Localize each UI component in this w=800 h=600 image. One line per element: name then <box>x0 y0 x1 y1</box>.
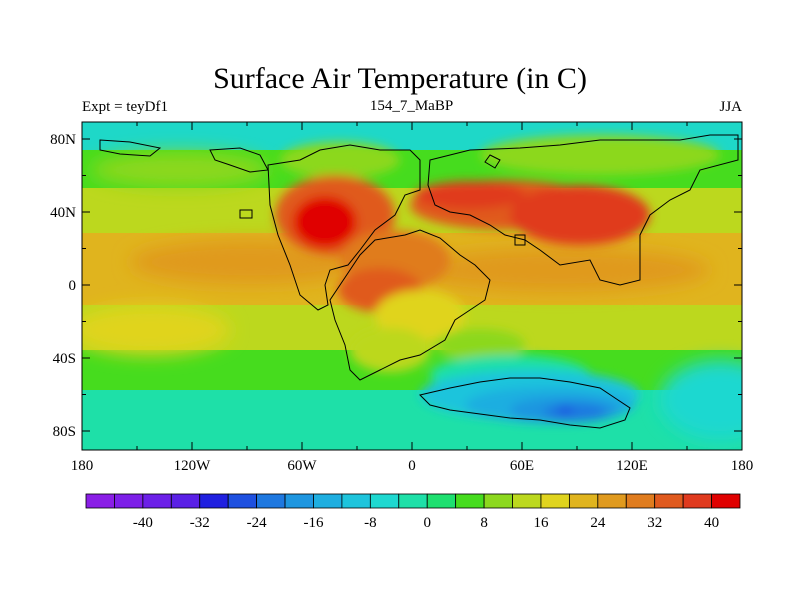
colorbar-swatch <box>199 493 229 509</box>
colorbar-label: -8 <box>364 515 377 531</box>
colorbar-label: 32 <box>647 515 662 531</box>
axis-ticks <box>81 122 743 450</box>
colorbar-label: 16 <box>533 515 549 531</box>
colorbar-swatch <box>256 493 286 509</box>
x-tick-label: 120E <box>616 458 648 474</box>
colorbar-label: 24 <box>590 515 606 531</box>
colorbar-swatch <box>625 493 656 509</box>
colorbar-swatch <box>711 493 741 509</box>
colorbar-label: 8 <box>480 515 488 531</box>
colorbar-swatch <box>483 493 513 509</box>
colorbar-swatch <box>682 493 712 509</box>
y-tick-label: 80S <box>53 424 76 440</box>
y-axis-labels: 80N 40N 0 40S 80S <box>50 132 76 440</box>
y-tick-label: 80N <box>50 132 76 148</box>
colorbar-swatch <box>170 493 201 509</box>
colorbar-swatch <box>341 493 371 509</box>
colorbar-swatch <box>284 493 314 509</box>
colorbar-swatch <box>654 493 684 509</box>
season-label: JJA <box>719 99 742 115</box>
colorbar-swatch <box>455 493 485 509</box>
colorbar-swatch <box>114 493 144 509</box>
colorbar-swatch <box>142 493 172 509</box>
y-tick-label: 40N <box>50 205 76 221</box>
colorbar-label: -40 <box>133 515 153 531</box>
experiment-label: Expt = teyDf1 <box>82 99 168 115</box>
colorbar <box>85 493 741 509</box>
y-tick-label: 0 <box>69 278 77 294</box>
coastlines <box>99 134 739 429</box>
colorbar-labels: -40 -32 -24 -16 -8 0 8 16 24 32 40 <box>133 515 719 531</box>
x-tick-label: 120W <box>174 458 212 474</box>
map-title: Surface Air Temperature (in C) <box>213 62 587 95</box>
x-tick-label: 0 <box>408 458 416 474</box>
colorbar-swatch <box>85 493 115 509</box>
colorbar-swatch <box>540 493 570 509</box>
colorbar-label: -32 <box>190 515 210 531</box>
colorbar-label: -16 <box>303 515 323 531</box>
colorbar-swatch <box>568 493 599 509</box>
x-tick-label: 180 <box>71 458 94 474</box>
colorbar-swatch <box>512 493 542 509</box>
x-tick-label: 180 <box>731 458 754 474</box>
colorbar-swatch <box>597 493 627 509</box>
colorbar-label: 40 <box>704 515 719 531</box>
colorbar-label: -24 <box>247 515 267 531</box>
colorbar-swatch <box>313 493 343 509</box>
x-tick-label: 60E <box>510 458 534 474</box>
colorbar-swatch <box>227 493 258 509</box>
colorbar-swatch <box>426 493 457 509</box>
colorbar-swatch <box>398 493 428 509</box>
x-tick-label: 60W <box>287 458 317 474</box>
y-tick-label: 40S <box>53 351 76 367</box>
colorbar-swatch <box>369 493 400 509</box>
x-axis-labels: 180 120W 60W 0 60E 120E 180 <box>71 458 754 474</box>
temperature-field <box>82 122 742 450</box>
colorbar-label: 0 <box>423 515 431 531</box>
period-label: 154_7_MaBP <box>369 98 454 114</box>
